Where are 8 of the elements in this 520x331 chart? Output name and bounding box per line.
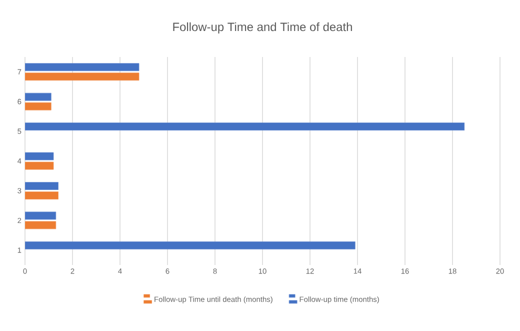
bar bbox=[25, 72, 140, 81]
bar bbox=[25, 182, 58, 190]
bar bbox=[25, 192, 58, 200]
bar bbox=[25, 63, 140, 72]
bar bbox=[25, 122, 465, 130]
chart-title: Follow-up Time and Time of death bbox=[173, 22, 352, 34]
bar bbox=[25, 92, 52, 101]
bar bbox=[25, 241, 356, 250]
